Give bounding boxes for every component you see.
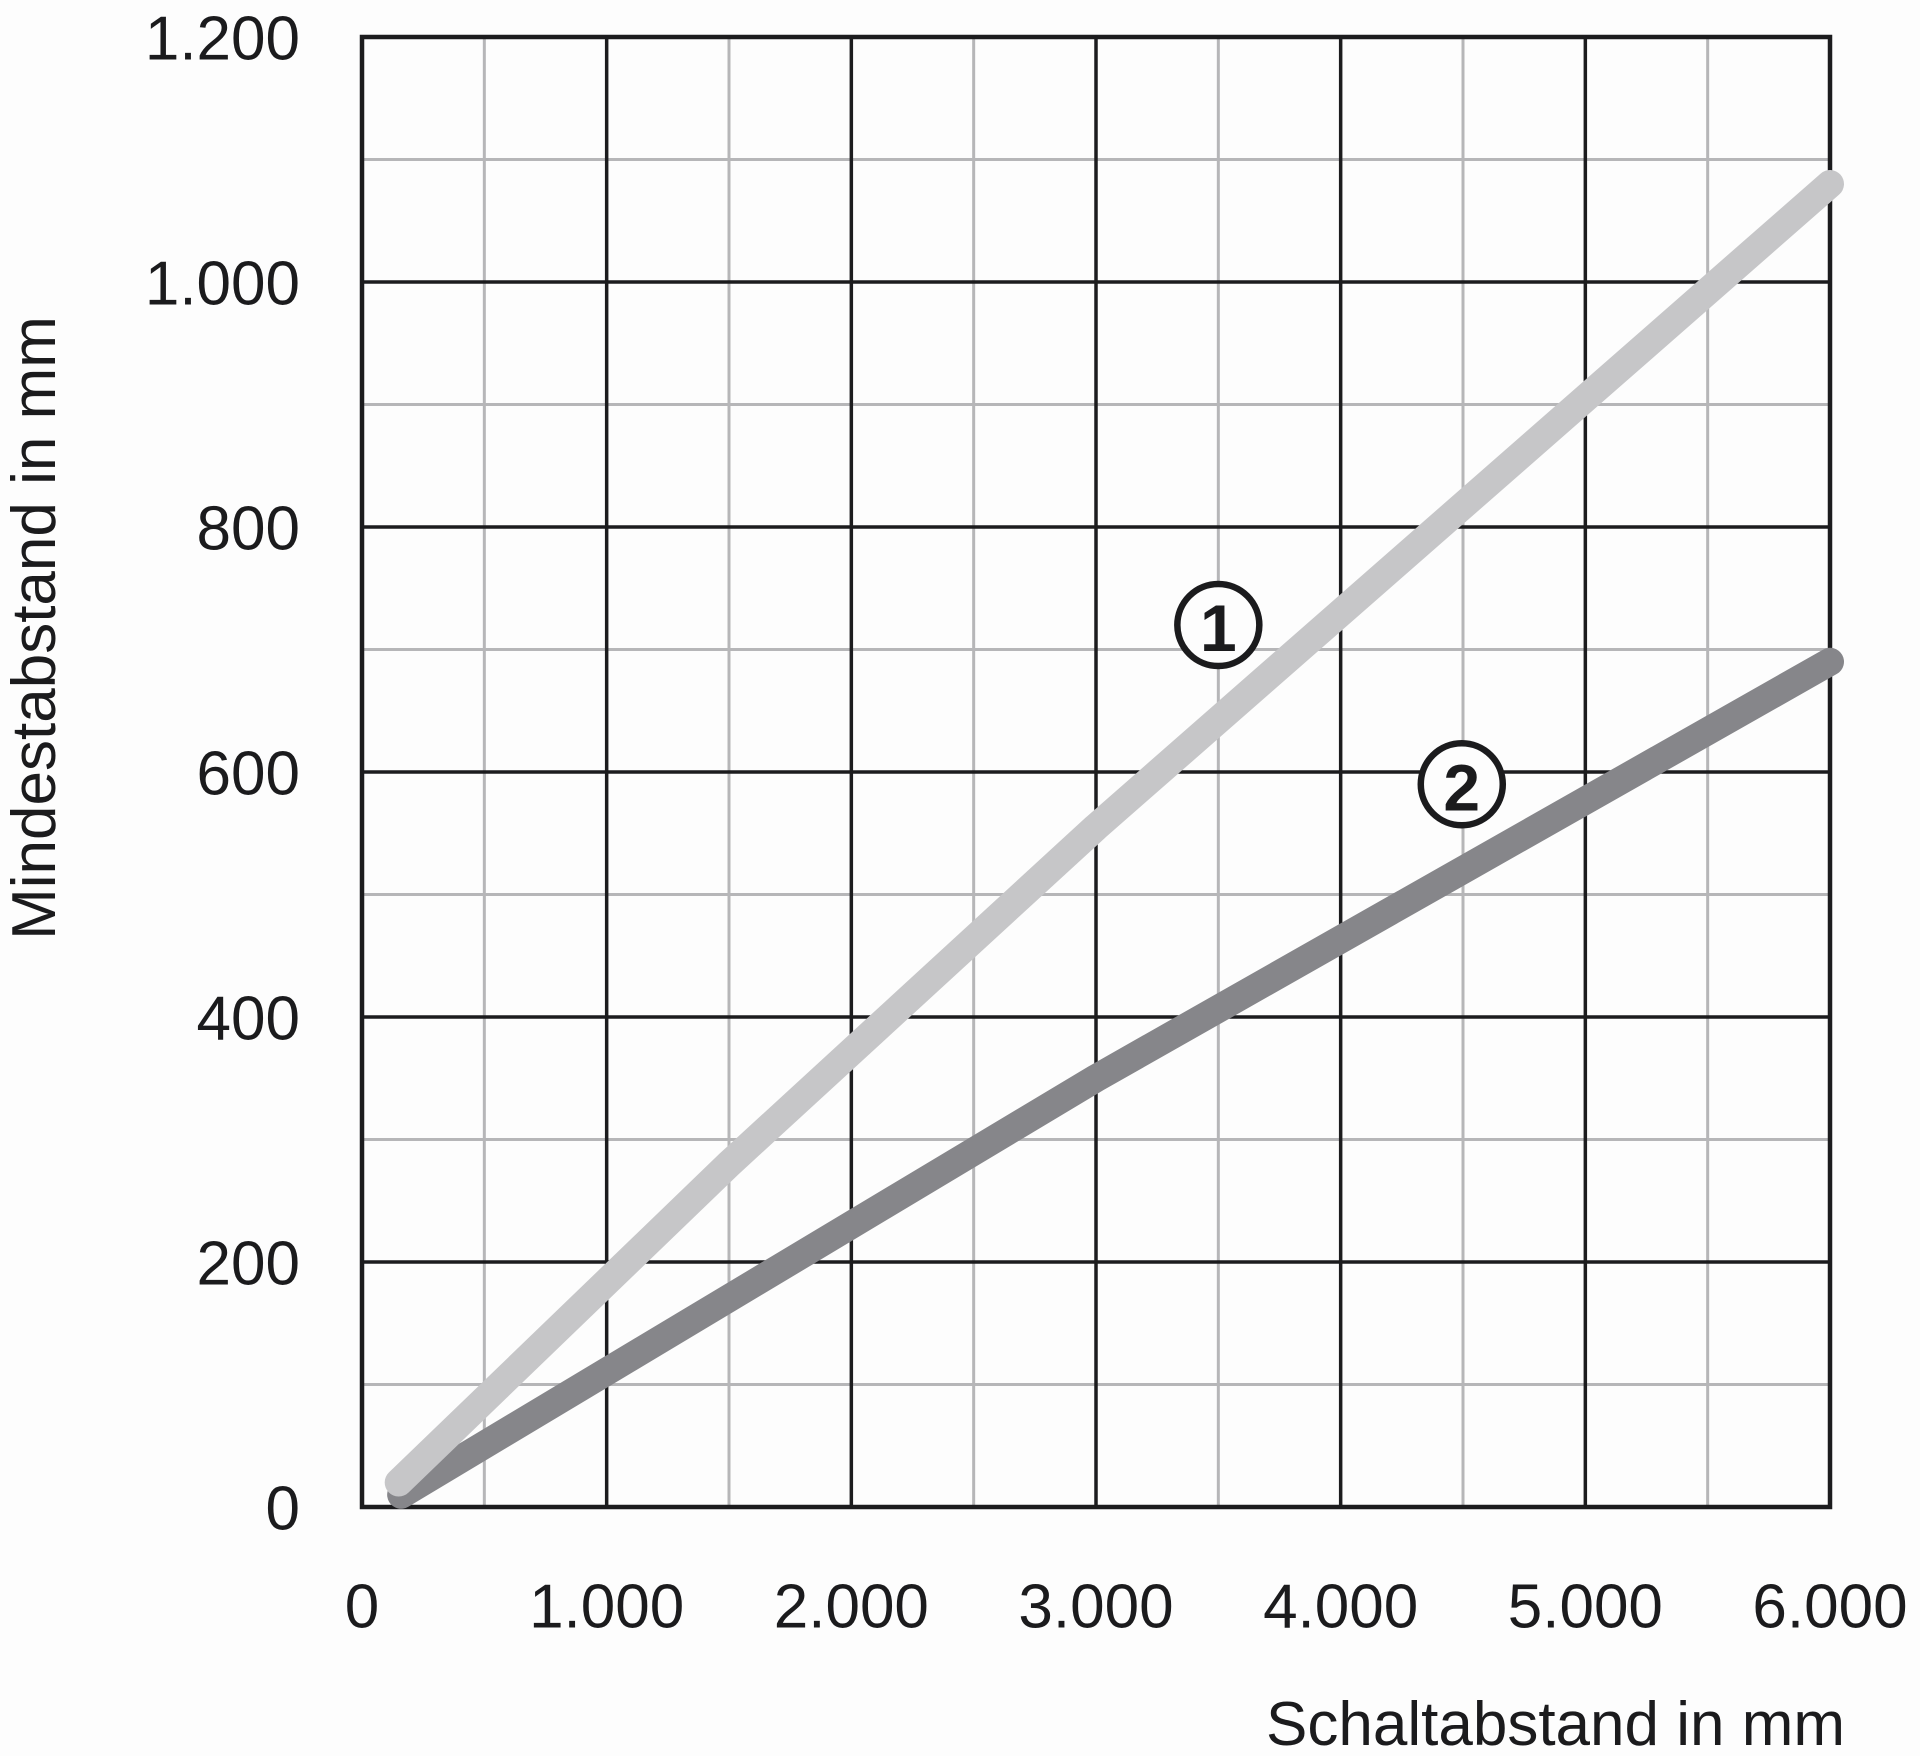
y-tick-label: 800 (197, 495, 300, 564)
y-tick-label: 1.200 (145, 5, 300, 74)
y-tick-label: 0 (266, 1475, 300, 1544)
x-tick-label: 0 (345, 1573, 379, 1642)
x-tick-label: 2.000 (774, 1573, 929, 1642)
x-tick-label: 4.000 (1263, 1573, 1418, 1642)
series-2-line (387, 647, 1844, 1509)
y-tick-label: 400 (197, 985, 300, 1054)
series-2-marker-label: 2 (1443, 750, 1480, 824)
x-tick-label: 6.000 (1752, 1573, 1907, 1642)
x-tick-label: 5.000 (1508, 1573, 1663, 1642)
y-tick-label: 1.000 (145, 250, 300, 319)
x-tick-label: 3.000 (1018, 1573, 1173, 1642)
series-1-line (384, 170, 1844, 1497)
y-tick-label: 200 (197, 1230, 300, 1299)
y-axis-title: Mindestabstand in mm (0, 316, 69, 940)
series-1-marker-circle (1174, 580, 1263, 670)
x-tick-label: 1.000 (529, 1573, 684, 1642)
x-axis-title: Schaltabstand in mm (1266, 1690, 1845, 1756)
series-1-marker-label: 1 (1200, 591, 1237, 665)
y-tick-label: 600 (197, 740, 300, 809)
plot-border (359, 34, 1833, 1510)
series-2-marker-circle (1417, 740, 1507, 829)
